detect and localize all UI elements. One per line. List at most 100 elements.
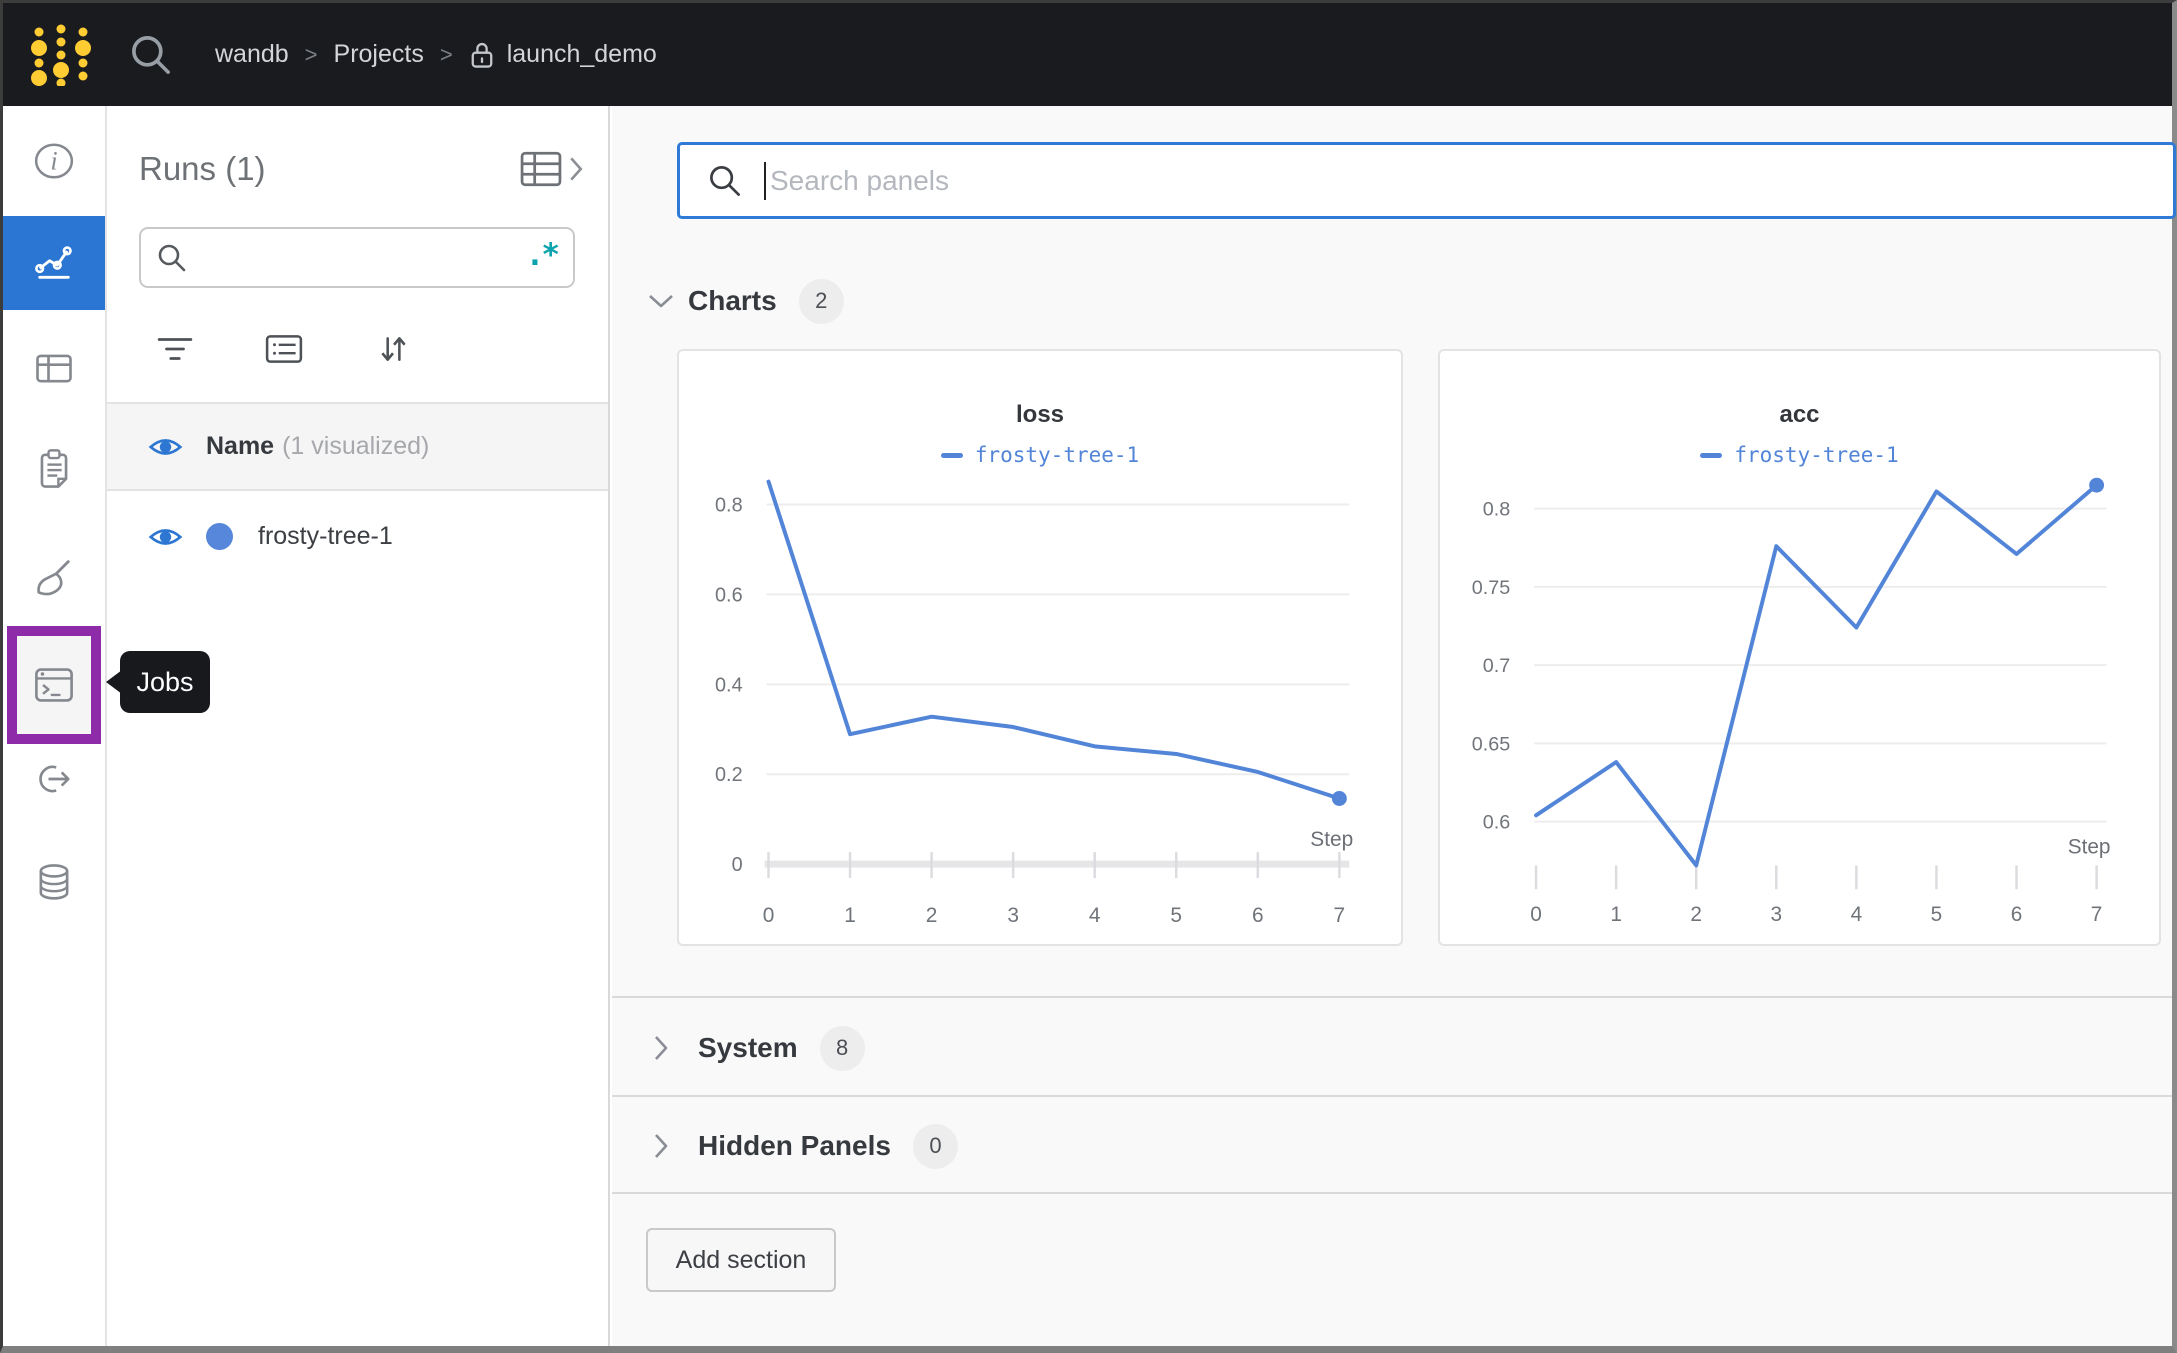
svg-text:0.4: 0.4 [715, 674, 743, 696]
runs-search-input[interactable] [187, 243, 526, 272]
svg-text:0.75: 0.75 [1472, 577, 1511, 599]
eye-visible-icon[interactable] [147, 523, 184, 551]
svg-text:0.2: 0.2 [715, 764, 743, 786]
section-header-hidden-panels[interactable]: Hidden Panels 0 [612, 1111, 2172, 1181]
legend-dash [1700, 452, 1723, 458]
charts-grid: loss frosty-tree-1 0 0.2 0.4 0.6 0.8 0 1 2 3 4 5 6 7… [677, 349, 2161, 946]
breadcrumb-project[interactable]: launch_demo [506, 40, 657, 68]
chart-title: loss [1015, 401, 1065, 428]
global-search-icon[interactable] [129, 33, 173, 77]
sidebar-item-sweeps[interactable] [3, 529, 105, 625]
text-cursor [764, 161, 766, 200]
wandb-logo[interactable] [29, 24, 93, 86]
svg-text:4: 4 [1089, 904, 1101, 927]
svg-text:5: 5 [1170, 904, 1182, 927]
chevron-right-icon [570, 157, 583, 181]
acc-line-chart: 0.6 0.65 0.7 0.75 0.8 0 1 2 3 4 5 6 7 Step [1472, 477, 2111, 926]
svg-text:3: 3 [1007, 904, 1019, 927]
database-icon [39, 864, 69, 900]
breadcrumb-org[interactable]: wandb [215, 40, 289, 68]
table-icon [36, 354, 72, 383]
runs-table-icon [520, 151, 562, 187]
chart-legend: frosty-tree-1 [679, 439, 1401, 471]
runs-panel-title: Runs (1) [139, 150, 266, 187]
info-icon: i [34, 143, 74, 179]
svg-text:2: 2 [926, 904, 938, 927]
filter-runs-button[interactable] [155, 329, 195, 369]
legend-dash [940, 452, 963, 458]
search-icon [158, 244, 186, 271]
svg-text:1: 1 [844, 904, 856, 927]
chart-legend: frosty-tree-1 [1440, 439, 2159, 471]
launch-icon [39, 765, 70, 793]
section-header-charts[interactable]: Charts 2 [612, 266, 2172, 336]
sidebar-item-artifacts[interactable] [3, 835, 105, 931]
svg-text:0.8: 0.8 [1483, 499, 1511, 521]
chart-title: acc [1779, 401, 1820, 428]
svg-text:0.6: 0.6 [715, 584, 743, 606]
eye-visible-icon[interactable] [147, 433, 184, 461]
section-header-system[interactable]: System 8 [612, 1013, 2172, 1083]
sort-icon [381, 337, 406, 361]
sidebar-item-jobs-highlighted[interactable] [7, 626, 101, 744]
divider [107, 402, 608, 404]
sidebar-item-info[interactable]: i [3, 113, 105, 209]
workspace-main: Charts 2 loss frosty-tree-1 0 0.2 0.4 0.6 0.… [612, 106, 2176, 1346]
loss-line-chart: 0 0.2 0.4 0.6 0.8 0 1 2 3 4 5 6 7 Step [715, 479, 1353, 927]
svg-text:3: 3 [1771, 903, 1783, 926]
expand-runs-table-button[interactable] [518, 149, 584, 189]
chevron-right-icon [655, 1134, 668, 1158]
svg-text:5: 5 [1931, 903, 1943, 926]
breadcrumb: wandb > Projects > launch_demo [215, 40, 657, 70]
svg-text:0: 0 [763, 904, 775, 927]
svg-text:2: 2 [1690, 903, 1702, 926]
jobs-tooltip: Jobs [106, 651, 210, 713]
section-count-badge: 2 [798, 278, 844, 324]
lock-icon [471, 42, 493, 68]
sidebar-item-tables[interactable] [3, 320, 105, 416]
chart-panel-loss[interactable]: loss frosty-tree-1 0 0.2 0.4 0.6 0.8 0 1 2 3 4 5 6 7… [677, 349, 1403, 946]
svg-text:Step: Step [1310, 828, 1353, 851]
svg-text:7: 7 [2091, 903, 2103, 926]
legend-run-label: frosty-tree-1 [1734, 443, 1899, 467]
run-row-frosty-tree-1[interactable]: frosty-tree-1 [107, 493, 608, 580]
add-section-button[interactable]: Add section [646, 1228, 836, 1292]
svg-text:6: 6 [2011, 903, 2023, 926]
sidebar-item-launch[interactable] [3, 731, 105, 827]
svg-text:1: 1 [1610, 903, 1622, 926]
line-chart-icon [35, 246, 72, 279]
list-settings-icon [265, 335, 303, 363]
run-name-label: frosty-tree-1 [258, 522, 393, 550]
chart-panel-acc[interactable]: acc frosty-tree-1 0.6 0.65 0.7 0.75 0.8 0 1 2 3 4… [1438, 349, 2161, 946]
svg-text:0: 0 [1530, 903, 1542, 926]
terminal-jobs-icon [35, 668, 73, 702]
search-icon [710, 165, 740, 196]
svg-text:6: 6 [1252, 904, 1264, 927]
sort-runs-button[interactable] [373, 329, 413, 369]
breadcrumb-separator: > [439, 41, 453, 67]
divider [612, 1192, 2172, 1194]
jobs-tooltip-label: Jobs [136, 666, 194, 697]
column-name-label: Name [206, 432, 275, 460]
sidebar-item-workspace[interactable] [3, 216, 105, 310]
sidebar-item-reports[interactable] [3, 421, 105, 517]
run-color-dot [206, 523, 233, 550]
divider [612, 1095, 2172, 1097]
regex-toggle[interactable]: .* [525, 236, 560, 273]
chevron-right-icon [655, 1036, 668, 1060]
panel-search-input[interactable] [770, 164, 2173, 197]
svg-text:Step: Step [2068, 836, 2111, 859]
filter-icon [157, 338, 193, 360]
broom-icon [37, 560, 70, 596]
section-label: System [698, 1032, 798, 1063]
breadcrumb-section[interactable]: Projects [333, 40, 424, 68]
svg-text:0.6: 0.6 [1483, 812, 1511, 834]
panel-search-box [677, 142, 2176, 219]
legend-run-label: frosty-tree-1 [974, 443, 1140, 467]
run-display-settings-button[interactable] [264, 329, 304, 369]
top-navbar: wandb > Projects > launch_demo [3, 3, 2172, 106]
section-label: Hidden Panels [698, 1130, 891, 1161]
section-count-badge: 8 [819, 1025, 865, 1071]
divider [612, 996, 2172, 998]
